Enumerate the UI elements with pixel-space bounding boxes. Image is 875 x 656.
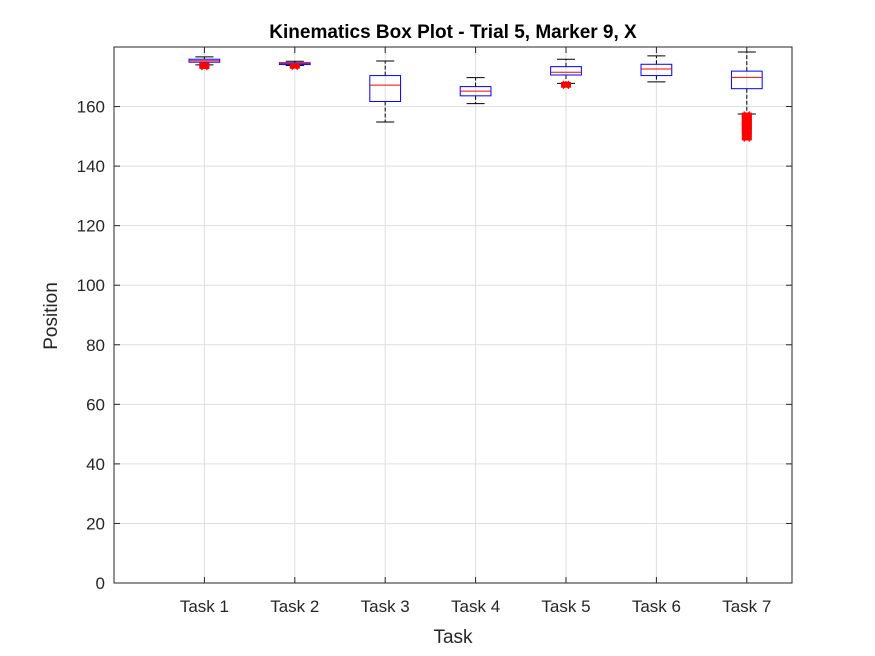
y-tick-label: 0 — [96, 574, 105, 593]
box-group — [459, 77, 492, 105]
y-tick-label: 140 — [77, 157, 105, 176]
y-tick-label: 20 — [86, 514, 105, 533]
box-iqr — [730, 70, 763, 90]
box-group — [369, 60, 402, 123]
outlier-point — [741, 130, 752, 135]
box-group — [640, 55, 673, 83]
box-group — [188, 56, 221, 71]
x-axis-label: Task — [433, 627, 473, 648]
x-tick-label: Task 1 — [180, 597, 229, 616]
x-tick-label: Task 6 — [632, 597, 681, 616]
box-series — [188, 51, 763, 142]
x-tick-label: Task 5 — [541, 597, 590, 616]
box-group — [550, 58, 582, 90]
x-tick-label: Task 2 — [270, 597, 319, 616]
y-axis-label: Position — [41, 282, 62, 350]
y-tick-label: 40 — [86, 455, 105, 474]
outlier-point — [741, 112, 752, 117]
axis-ticks: 0 20 40 60 80 100 120 140 160 Task 1 Task 2 Task 3 T… — [77, 47, 792, 616]
chart-title: Kinematics Box Plot - Trial 5, Marker 9,… — [269, 22, 637, 43]
box-iqr — [550, 66, 582, 76]
y-tick-label: 120 — [77, 217, 105, 236]
box-iqr — [369, 75, 402, 102]
outlier-point — [741, 132, 752, 137]
y-tick-label: 160 — [77, 98, 105, 117]
outlier-point — [289, 64, 300, 69]
outlier-point — [561, 81, 571, 86]
x-tick-label: Task 7 — [722, 597, 771, 616]
x-tick-label: Task 3 — [361, 597, 410, 616]
box-iqr — [640, 63, 673, 77]
outlier-point — [199, 62, 210, 67]
x-tick-label: Task 4 — [451, 597, 500, 616]
box-group — [730, 51, 763, 142]
plot-area-frame — [113, 46, 793, 584]
grid-lines — [114, 47, 792, 584]
y-tick-label: 100 — [77, 276, 105, 295]
y-tick-label: 60 — [86, 395, 105, 414]
y-tick-label: 80 — [86, 336, 105, 355]
outlier-point — [741, 136, 752, 141]
box-group — [278, 60, 311, 71]
